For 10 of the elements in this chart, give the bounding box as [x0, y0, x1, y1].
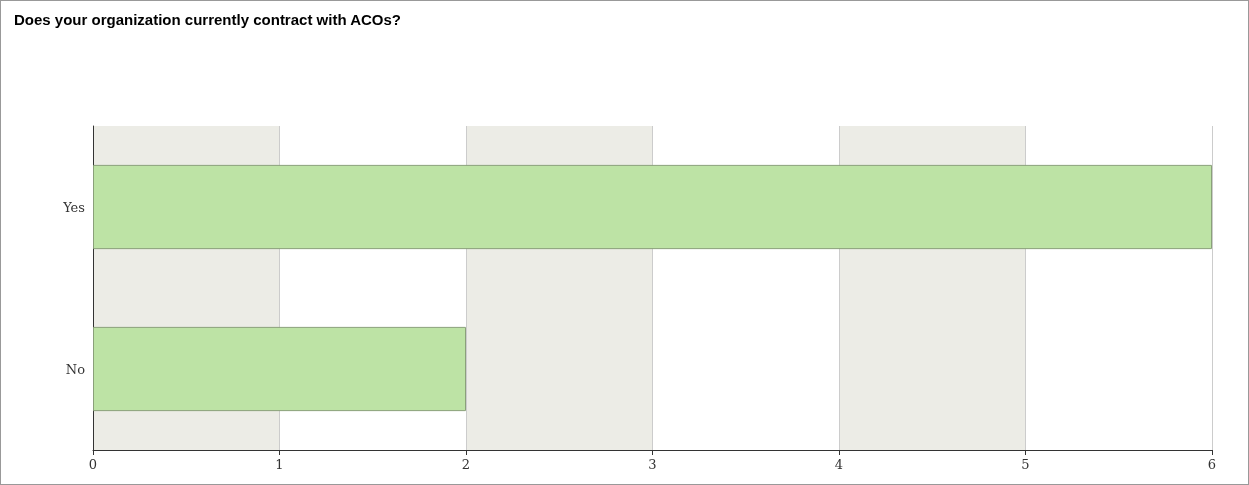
- x-tick-label: 6: [1207, 457, 1217, 472]
- y-tick-label: No: [65, 361, 86, 377]
- x-tick-label: 2: [461, 457, 471, 472]
- x-tick-label: 5: [1021, 457, 1030, 472]
- x-tick-label: 0: [88, 457, 98, 472]
- x-tick-label: 1: [275, 457, 284, 472]
- y-tick-label: Yes: [62, 199, 85, 215]
- x-tick-label: 4: [834, 457, 844, 472]
- x-tick-label: 3: [648, 457, 657, 472]
- chart-title: Does your organization currently contract with ACOs?: [14, 11, 401, 28]
